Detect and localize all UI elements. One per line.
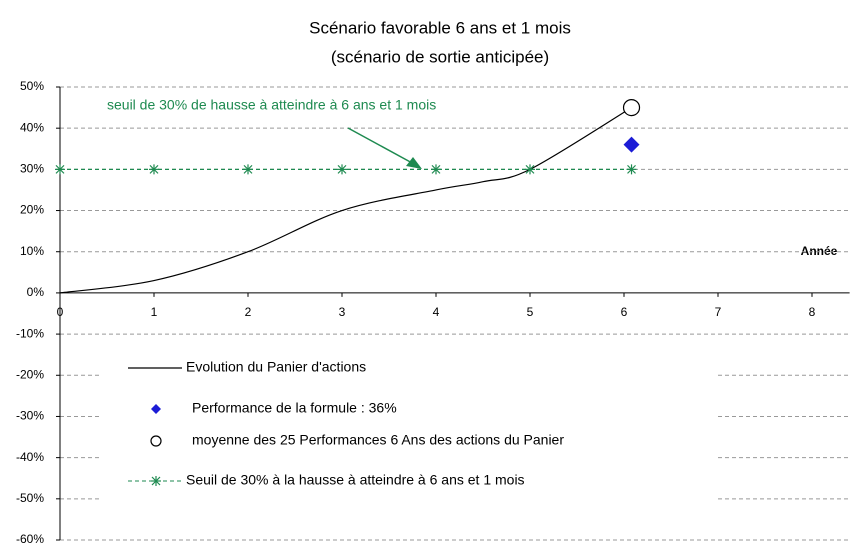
x-tick-label: 2: [245, 305, 252, 319]
y-tick-label: 40%: [20, 120, 44, 134]
legend-label: Evolution du Panier d'actions: [186, 359, 366, 375]
y-tick-label: -10%: [16, 326, 44, 340]
legend-box: [100, 350, 718, 502]
x-tick-label: 1: [151, 305, 158, 319]
arrow-head: [406, 157, 422, 169]
asterisk-marker: [525, 164, 535, 175]
asterisk-stroke: [337, 164, 347, 174]
y-tick-label: 10%: [20, 244, 44, 258]
asterisk-stroke: [55, 164, 65, 174]
asterisk-marker: [243, 164, 253, 175]
y-tick-label: 0%: [27, 285, 45, 299]
legend-label: Seuil de 30% à la hausse à atteindre à 6…: [186, 472, 525, 488]
diamond-marker: [151, 404, 161, 414]
x-tick-label: 0: [57, 305, 64, 319]
legend: Evolution du Panier d'actions Performance…: [100, 350, 718, 502]
circle-marker: [622, 98, 641, 117]
y-tick-label: -20%: [16, 367, 44, 381]
asterisk-stroke: [431, 164, 441, 174]
x-tick-label: 6: [621, 305, 628, 319]
asterisk-marker: [337, 164, 347, 175]
x-tick-label: 5: [527, 305, 534, 319]
y-tick-label: -60%: [16, 532, 44, 545]
chart-title: Scénario favorable 6 ans et 1 mois: [309, 18, 571, 37]
asterisk-marker: [626, 164, 637, 175]
annotation: seuil de 30% de hausse à atteindre à 6 a…: [107, 97, 436, 113]
asterisk-marker: [151, 476, 161, 486]
x-axis-label: Année: [801, 244, 838, 258]
y-tick-label: 20%: [20, 203, 44, 217]
arrow-shaft: [347, 127, 415, 165]
line-series: [59, 107, 632, 294]
x-tick-label: 3: [339, 305, 346, 319]
x-tick-label: 8: [809, 305, 816, 319]
asterisk-stroke: [243, 164, 253, 174]
y-tick-label: -40%: [16, 450, 44, 464]
y-tick-label: 50%: [20, 79, 44, 93]
asterisk-stroke: [627, 164, 636, 174]
circle-marker: [150, 435, 162, 447]
x-tick-label: 7: [715, 305, 722, 319]
y-tick-label: -50%: [16, 491, 44, 505]
annotation-arrow: [347, 127, 422, 169]
asterisk-stroke: [151, 476, 161, 486]
asterisk-marker: [431, 164, 441, 175]
y-tick-label: -30%: [16, 409, 44, 423]
legend-label: moyenne des 25 Performances 6 Ans des ac…: [192, 432, 564, 448]
diamond-marker: [623, 136, 640, 153]
asterisk-stroke: [525, 164, 535, 174]
legend-label: Performance de la formule : 36%: [192, 400, 397, 416]
asterisk-stroke: [149, 164, 159, 174]
chart-subtitle: (scénario de sortie anticipée): [331, 47, 549, 66]
y-tick-label: 30%: [20, 162, 44, 176]
x-tick-label: 4: [433, 305, 440, 319]
asterisk-marker: [55, 164, 65, 175]
asterisk-marker: [149, 164, 159, 175]
